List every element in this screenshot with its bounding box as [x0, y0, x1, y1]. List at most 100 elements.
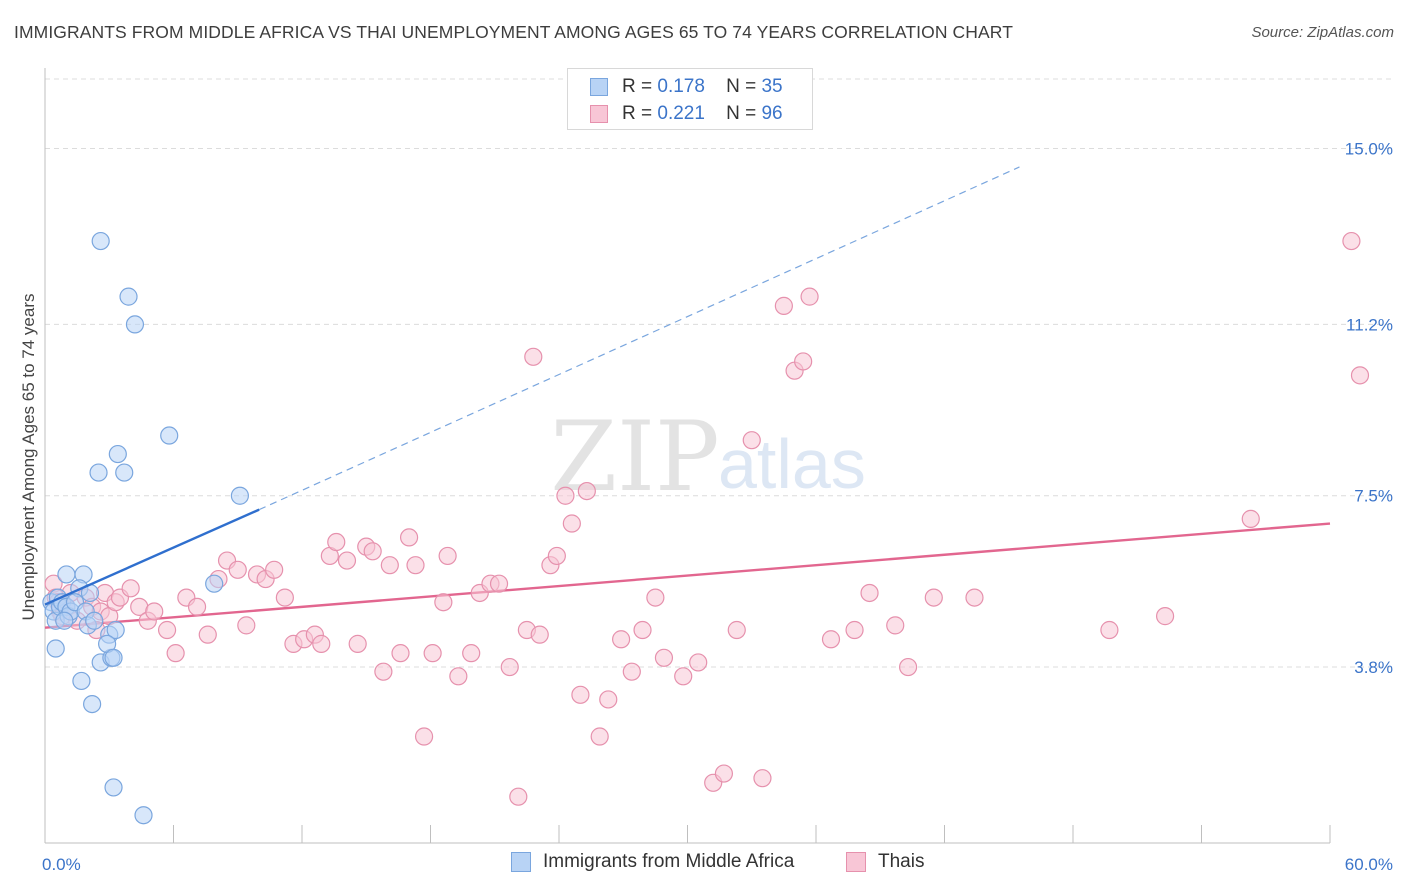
thais-point — [714, 764, 734, 783]
middle-africa-point — [104, 778, 123, 797]
middle-africa-point — [72, 671, 91, 691]
thais-point — [399, 528, 419, 547]
thais-point — [556, 486, 575, 505]
thais-points — [44, 231, 1370, 806]
thais-point — [886, 616, 905, 635]
middle-africa-point — [89, 463, 108, 482]
thais-point — [965, 588, 984, 607]
r-label: R = — [622, 103, 653, 124]
thais-point — [449, 667, 468, 686]
middle-africa-point — [85, 611, 104, 630]
r-label: R = — [622, 76, 653, 97]
grid-lines — [45, 78, 1392, 668]
middle-africa-point — [91, 231, 110, 251]
thais-point — [312, 634, 331, 653]
y-tick-label: 7.5% — [1354, 487, 1393, 506]
thais-point — [391, 644, 410, 663]
thais-point — [434, 593, 453, 612]
thais-point — [562, 514, 581, 533]
legend-item-thais[interactable]: Thais — [846, 851, 924, 873]
middle-africa-point — [160, 426, 179, 445]
r-value: 0.178 — [657, 76, 705, 97]
thais-point — [237, 616, 256, 635]
y-tick-label: 3.8% — [1354, 658, 1393, 677]
thais-point — [1155, 607, 1175, 626]
n-label: N = — [726, 103, 757, 124]
thais-point — [187, 597, 207, 616]
thais-point — [414, 727, 434, 746]
middle-africa-point — [57, 565, 76, 584]
thais-point — [774, 296, 793, 315]
middle-africa-point — [108, 444, 127, 464]
r-value: 0.221 — [657, 103, 705, 124]
axes — [44, 68, 1331, 844]
thais-point — [500, 657, 519, 677]
thais-point — [462, 644, 481, 663]
thais-point — [622, 662, 641, 681]
thais-point — [845, 620, 864, 640]
thais-point — [524, 347, 543, 366]
thais-point — [275, 588, 294, 607]
y-tick-label: 11.2% — [1346, 315, 1393, 334]
y-axis-label: Unemployment Among Ages 65 to 74 years — [19, 294, 38, 621]
middle-africa-point — [55, 611, 74, 630]
thais-point — [337, 551, 357, 570]
thais-point — [727, 620, 746, 640]
thais-point — [423, 644, 442, 663]
thais-point — [530, 625, 549, 644]
thais-point — [228, 560, 247, 579]
stats-row-middle-africa: R = 0.178 N = 35 — [590, 75, 783, 99]
middle-africa-point — [125, 315, 145, 334]
blue-swatch — [590, 78, 608, 96]
thais-point — [571, 685, 590, 704]
middle-africa-point — [230, 486, 249, 505]
thais-point — [898, 657, 918, 677]
thais-point — [646, 588, 665, 607]
thais-point — [1342, 231, 1361, 251]
middle-africa-point — [46, 639, 65, 658]
thais-point — [821, 630, 841, 649]
thais-point — [265, 560, 284, 579]
middle-africa-point — [115, 463, 134, 482]
thais-point — [489, 574, 509, 593]
thais-point — [753, 769, 772, 788]
thais-point — [654, 648, 674, 667]
watermark-atlas: atlas — [718, 425, 866, 503]
thais-point — [166, 644, 185, 663]
tick-labels: 3.8% 7.5% 11.2% 15.0% 0.0% 60.0% — [42, 139, 1393, 874]
thais-point — [590, 727, 609, 746]
legend-label: Thais — [878, 851, 925, 872]
watermark: ZIP atlas — [550, 401, 865, 513]
thais-point — [547, 546, 566, 566]
n-value: 35 — [761, 76, 783, 97]
middle-africa-point — [83, 694, 102, 714]
middle-africa-point — [119, 287, 138, 306]
legend-label: Immigrants from Middle Africa — [543, 851, 795, 872]
middle-africa-point — [134, 806, 153, 825]
middle-africa-trend-solid — [44, 508, 260, 606]
stats-row-thais: R = 0.221 N = 96 — [590, 102, 783, 126]
thais-point — [374, 662, 393, 681]
thais-point — [406, 556, 425, 575]
thais-point — [612, 630, 631, 649]
middle-africa-points — [42, 231, 249, 825]
stats-legend: R = 0.178 N = 35 R = 0.221 N = 96 — [567, 68, 813, 130]
thais-point — [633, 620, 652, 640]
chart-title: IMMIGRANTS FROM MIDDLE AFRICA VS THAI UN… — [14, 22, 1014, 42]
thais-point — [509, 787, 528, 806]
legend-item-middle-africa[interactable]: Immigrants from Middle Africa — [511, 851, 794, 873]
y-tick-label: 15.0% — [1345, 139, 1393, 158]
blue-swatch — [511, 852, 531, 872]
middle-africa-trend-line — [44, 166, 1020, 606]
source-label: Source: ZipAtlas.com — [1251, 24, 1394, 41]
thais-trend-line — [44, 522, 1331, 629]
thais-point — [363, 542, 382, 561]
middle-africa-point — [104, 648, 123, 667]
series-legend: Immigrants from Middle Africa Thais — [0, 851, 1406, 877]
middle-africa-point — [106, 620, 125, 640]
thais-point — [800, 287, 819, 306]
thais-point — [145, 602, 164, 621]
middle-africa-trend-dashed — [258, 166, 1020, 511]
thais-point — [121, 579, 140, 598]
